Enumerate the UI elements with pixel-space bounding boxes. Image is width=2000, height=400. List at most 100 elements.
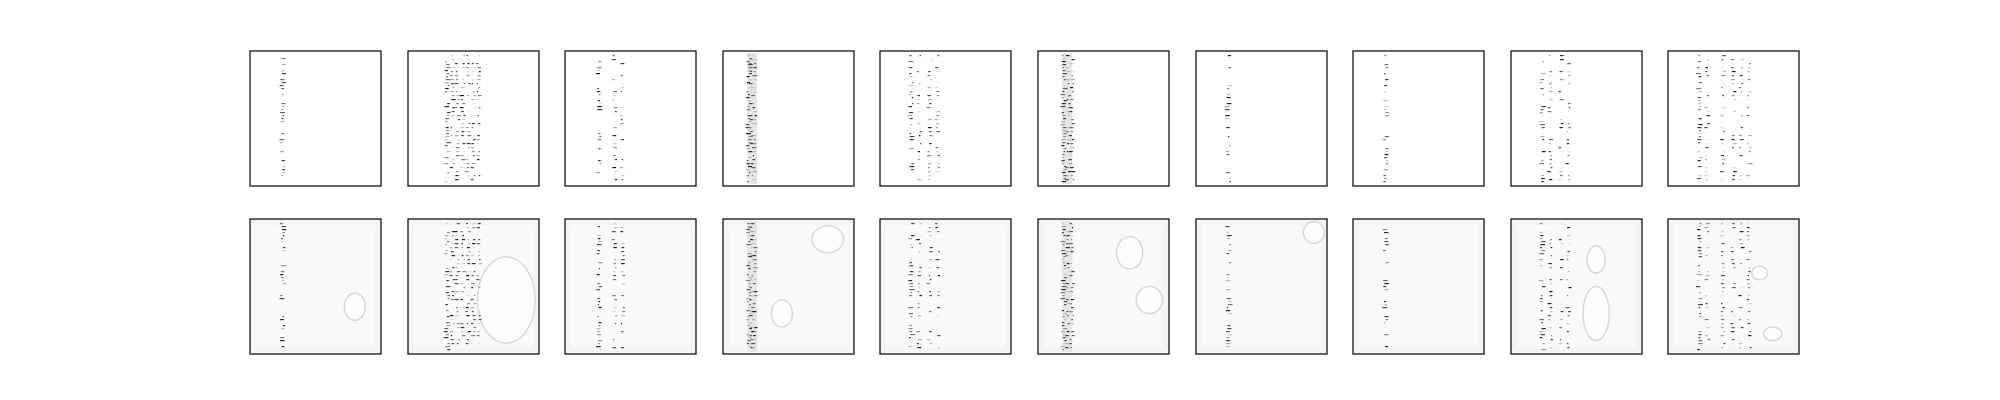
texture-mark bbox=[472, 227, 476, 229]
panel-frame bbox=[879, 218, 1012, 355]
texture-mark bbox=[1559, 327, 1563, 329]
texture-mark bbox=[748, 94, 750, 96]
texture-mark bbox=[1747, 323, 1751, 325]
texture-mark bbox=[754, 123, 757, 125]
texture-mark bbox=[1565, 163, 1569, 165]
texture-mark bbox=[1732, 227, 1736, 229]
texture-mark bbox=[751, 259, 754, 261]
texture-mark bbox=[281, 118, 284, 120]
texture-mark bbox=[467, 135, 472, 137]
texture-mark bbox=[449, 75, 453, 77]
texture-mark bbox=[1731, 247, 1734, 249]
texture-mark bbox=[466, 167, 470, 169]
image-panel bbox=[1352, 218, 1485, 355]
texture-mark bbox=[935, 67, 939, 69]
texture-mark bbox=[1063, 151, 1066, 153]
texture-mark bbox=[1069, 259, 1074, 261]
texture-mark bbox=[1061, 253, 1067, 255]
texture-mark bbox=[1559, 279, 1563, 281]
texture-mark bbox=[465, 255, 470, 257]
texture-mark bbox=[916, 239, 920, 241]
texture-mark bbox=[1558, 147, 1562, 149]
texture-mark bbox=[909, 313, 913, 315]
texture-mark bbox=[620, 119, 623, 121]
texture-mark bbox=[1383, 100, 1389, 102]
texture-mark bbox=[1072, 315, 1074, 317]
texture-mark bbox=[1386, 319, 1388, 321]
texture-mark bbox=[1384, 85, 1388, 87]
texture-mark bbox=[455, 75, 459, 77]
texture-mark bbox=[749, 73, 752, 75]
texture-mark bbox=[472, 123, 475, 125]
texture-mark bbox=[461, 159, 466, 161]
texture-mark bbox=[614, 259, 616, 261]
texture-mark bbox=[462, 271, 467, 273]
texture-mark bbox=[1696, 274, 1702, 276]
texture-mark bbox=[753, 231, 756, 233]
texture-mark bbox=[281, 160, 285, 162]
texture-mark bbox=[750, 119, 753, 121]
texture-mark bbox=[928, 119, 932, 121]
texture-mark bbox=[1547, 171, 1552, 173]
texture-mark bbox=[463, 163, 466, 165]
texture-mark bbox=[1066, 307, 1068, 309]
texture-mark bbox=[279, 298, 285, 300]
texture-mark bbox=[927, 163, 932, 165]
texture-mark bbox=[1699, 157, 1703, 159]
texture-mark bbox=[620, 231, 624, 233]
texture-mark bbox=[460, 327, 465, 329]
texture-mark bbox=[1732, 175, 1735, 177]
texture-mark bbox=[1071, 119, 1074, 121]
texture-mark bbox=[747, 340, 751, 342]
texture-mark bbox=[1566, 139, 1570, 141]
texture-mark bbox=[1061, 232, 1064, 234]
texture-mark bbox=[753, 63, 757, 65]
texture-mark bbox=[1567, 271, 1570, 273]
texture-mark bbox=[1547, 111, 1552, 113]
texture-mark bbox=[1063, 319, 1067, 321]
texture-mark bbox=[1064, 277, 1067, 279]
texture-mark bbox=[1721, 295, 1724, 297]
texture-mark bbox=[1062, 337, 1066, 339]
texture-mark bbox=[472, 151, 475, 153]
texture-mark bbox=[1384, 304, 1387, 306]
texture-mark bbox=[752, 135, 757, 137]
texture-mark bbox=[472, 91, 476, 93]
texture-mark bbox=[916, 71, 919, 73]
texture-mark bbox=[467, 63, 470, 65]
texture-mark bbox=[446, 241, 450, 243]
texture-mark bbox=[1697, 265, 1700, 267]
texture-mark bbox=[467, 331, 471, 333]
texture-mark bbox=[1069, 55, 1072, 57]
texture-mark bbox=[1707, 59, 1710, 61]
texture-mark bbox=[908, 112, 914, 114]
texture-mark bbox=[1560, 267, 1563, 269]
texture-mark bbox=[1549, 159, 1553, 161]
texture-mark bbox=[471, 79, 475, 81]
texture-mark bbox=[1066, 303, 1069, 305]
texture-mark bbox=[1706, 115, 1711, 117]
texture-mark bbox=[1061, 145, 1065, 147]
texture-mark bbox=[461, 335, 466, 337]
texture-mark bbox=[1227, 325, 1231, 327]
texture-mark bbox=[446, 310, 449, 312]
texture-mark bbox=[750, 339, 754, 341]
panel-frame bbox=[1352, 50, 1485, 187]
texture-mark bbox=[747, 253, 752, 255]
texture-mark bbox=[1704, 107, 1708, 109]
texture-mark bbox=[1225, 226, 1230, 228]
texture-mark bbox=[1382, 307, 1388, 309]
texture-mark bbox=[1704, 167, 1707, 169]
texture-mark bbox=[1549, 307, 1553, 309]
texture-mark bbox=[1385, 67, 1389, 69]
texture-mark bbox=[474, 247, 476, 249]
texture-mark bbox=[1066, 71, 1071, 73]
texture-mark bbox=[613, 107, 618, 109]
texture-mark bbox=[1065, 243, 1069, 245]
texture-mark bbox=[445, 238, 447, 240]
texture-mark bbox=[909, 73, 912, 75]
texture-mark bbox=[1560, 227, 1564, 229]
texture-mark bbox=[1062, 328, 1068, 330]
texture-mark bbox=[1723, 71, 1726, 73]
texture-mark bbox=[444, 70, 449, 72]
